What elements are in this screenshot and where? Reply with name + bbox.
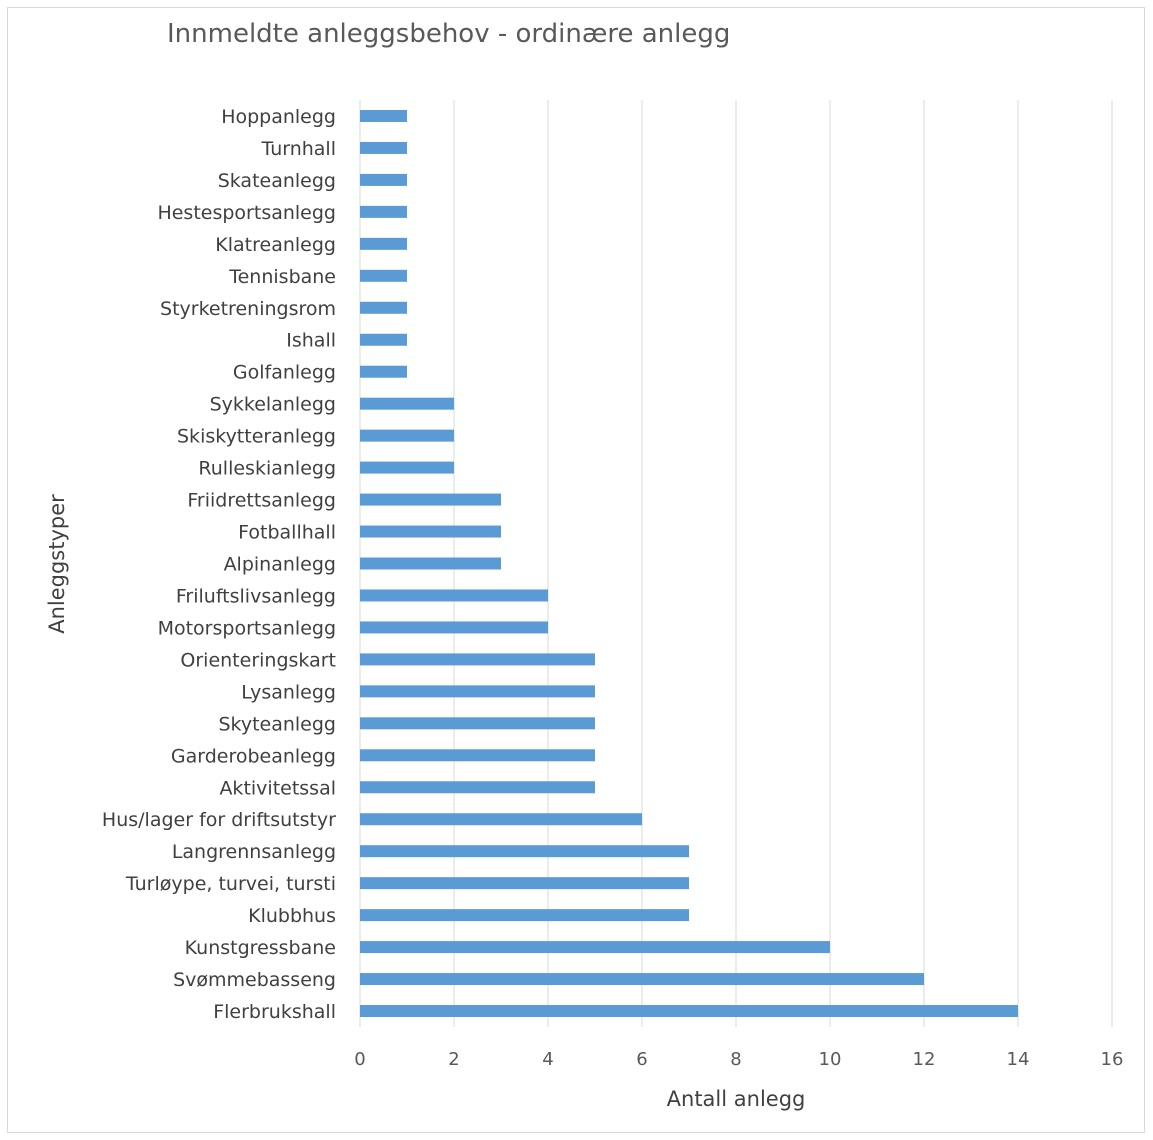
x-axis-label: Antall anlegg bbox=[667, 1087, 806, 1111]
category-label: Golfanlegg bbox=[233, 362, 336, 384]
category-label: Garderobeanlegg bbox=[171, 745, 336, 767]
category-label: Turnhall bbox=[260, 138, 336, 160]
category-label: Hoppanlegg bbox=[221, 106, 336, 128]
category-label: Motorsportsanlegg bbox=[158, 617, 336, 639]
bar bbox=[360, 653, 595, 666]
bar bbox=[360, 685, 595, 698]
bar bbox=[360, 589, 548, 602]
bars bbox=[360, 109, 1018, 1018]
category-label: Friluftslivsanlegg bbox=[176, 585, 336, 607]
category-label: Sykkelanlegg bbox=[210, 394, 336, 416]
x-tick-label: 4 bbox=[542, 1049, 553, 1070]
chart-title: Innmeldte anleggsbehov - ordinære anlegg bbox=[167, 19, 730, 49]
bar bbox=[360, 205, 407, 218]
gridlines bbox=[359, 100, 1113, 1027]
bar bbox=[360, 461, 454, 474]
bar bbox=[360, 557, 501, 570]
x-tick-label: 10 bbox=[819, 1049, 842, 1070]
x-tick-label: 12 bbox=[913, 1049, 936, 1070]
x-tick-label: 2 bbox=[448, 1049, 459, 1070]
x-tick-labels: 0 2 4 6 8 10 12 14 16 bbox=[354, 1049, 1123, 1070]
x-tick-label: 14 bbox=[1007, 1049, 1030, 1070]
bar bbox=[360, 941, 830, 954]
category-label: Ishall bbox=[286, 330, 336, 352]
category-label: Flerbrukshall bbox=[213, 1001, 336, 1023]
category-label: Friidrettsanlegg bbox=[187, 490, 336, 512]
bar bbox=[360, 525, 501, 538]
category-label: Skyteanlegg bbox=[218, 713, 336, 735]
category-label: Rulleskianlegg bbox=[198, 458, 336, 480]
bar bbox=[360, 365, 407, 378]
bar bbox=[360, 333, 407, 346]
category-label: Skiskytteranlegg bbox=[177, 426, 336, 448]
bar bbox=[360, 237, 407, 250]
bar bbox=[360, 717, 595, 730]
bar bbox=[360, 781, 595, 794]
category-label: Langrennsanlegg bbox=[172, 841, 336, 863]
x-tick-label: 6 bbox=[636, 1049, 647, 1070]
bar bbox=[360, 493, 501, 506]
category-label: Klubbhus bbox=[248, 905, 336, 927]
bar bbox=[360, 173, 407, 186]
x-tick-label: 8 bbox=[730, 1049, 741, 1070]
bar bbox=[360, 877, 689, 890]
x-tick-label: 0 bbox=[354, 1049, 365, 1070]
category-label: Lysanlegg bbox=[241, 681, 336, 703]
bar bbox=[360, 845, 689, 858]
y-axis-label: Anleggstyper bbox=[45, 494, 69, 634]
bar bbox=[360, 621, 548, 634]
category-label: Skateanlegg bbox=[218, 170, 336, 192]
bar bbox=[360, 269, 407, 282]
bar bbox=[360, 909, 689, 922]
category-label: Turløype, turvei, tursti bbox=[125, 873, 336, 895]
category-label: Klatreanlegg bbox=[215, 234, 336, 256]
bar bbox=[360, 813, 642, 826]
category-labels: Hoppanlegg Turnhall Skateanlegg Hestesports… bbox=[102, 106, 336, 1023]
category-label: Alpinanlegg bbox=[224, 554, 336, 576]
bar bbox=[360, 1005, 1018, 1018]
category-label: Hestesportsanlegg bbox=[157, 202, 336, 224]
bar bbox=[360, 397, 454, 410]
category-label: Hus/lager for driftsutstyr bbox=[102, 809, 336, 831]
category-label: Styrketreningsrom bbox=[160, 298, 336, 320]
category-label: Kunstgressbane bbox=[185, 937, 336, 959]
category-label: Orienteringskart bbox=[180, 649, 336, 671]
bar bbox=[360, 429, 454, 442]
category-label: Svømmebasseng bbox=[173, 969, 336, 991]
bar bbox=[360, 301, 407, 314]
category-label: Tennisbane bbox=[228, 266, 336, 288]
bar bbox=[360, 749, 595, 762]
category-label: Fotballhall bbox=[238, 522, 336, 544]
bar bbox=[360, 141, 407, 154]
bar bbox=[360, 109, 407, 122]
x-tick-label: 16 bbox=[1101, 1049, 1124, 1070]
category-label: Aktivitetssal bbox=[219, 777, 336, 799]
bar bbox=[360, 973, 924, 986]
